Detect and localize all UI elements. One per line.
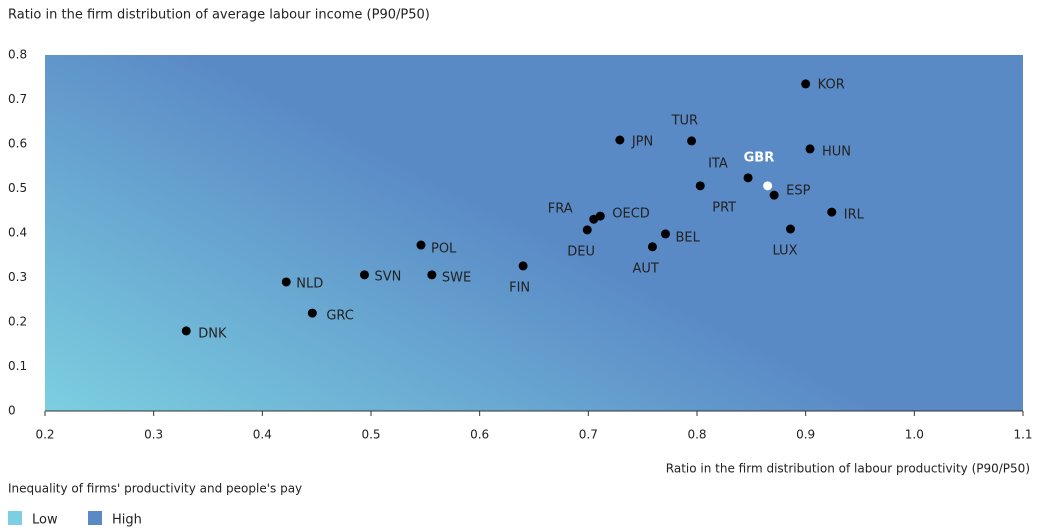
point [805,144,815,154]
plot-background [45,55,1023,411]
y-tick-label: 0.1 [8,359,27,373]
x-tick-label: 1.1 [1013,428,1032,442]
point-label: BEL [675,230,700,245]
y-tick-label: 0 [8,404,16,418]
point [181,326,191,336]
point [359,270,369,280]
x-tick-label: 0.2 [35,428,54,442]
point-label: GRC [326,309,354,324]
point-label: SWE [442,270,471,285]
point [281,277,291,287]
chart-title: Ratio in the firm distribution of averag… [8,8,430,23]
y-tick-label: 0.2 [8,315,27,329]
y-tick-label: 0.3 [8,270,27,284]
point [647,242,657,252]
legend-label: Low [32,513,58,528]
legend-swatch [8,511,22,525]
legend-label: High [112,513,142,528]
y-tick-label: 0.6 [8,137,27,151]
point-label: DNK [198,326,227,341]
point [307,308,317,318]
point [595,211,605,221]
x-tick-label: 0.4 [253,428,272,442]
point [801,79,811,89]
point-label: HUN [822,144,851,159]
point-label: AUT [632,261,658,276]
point-label: GBR [744,150,775,165]
point [518,261,528,271]
point [769,190,779,200]
point-label: ESP [786,184,810,199]
x-tick-label: 0.8 [687,428,706,442]
point [416,240,426,250]
y-tick-label: 0.8 [8,48,27,62]
x-tick-label: 0.5 [361,428,380,442]
x-tick-label: 0.6 [470,428,489,442]
legend-swatch [88,511,102,525]
y-tick-label: 0.4 [8,226,27,240]
point-label: POL [431,242,457,257]
point [785,224,795,234]
point-label: NLD [296,276,323,291]
point-label: IRL [844,208,865,223]
point-label: KOR [818,77,845,92]
x-tick-label: 0.7 [579,428,598,442]
x-tick-label: 1.0 [905,428,924,442]
point [743,173,753,183]
point-label: FRA [548,202,573,217]
point-label: TUR [671,113,699,128]
point [827,207,837,217]
x-tick-label: 0.9 [796,428,815,442]
point-label: SVN [374,269,401,284]
y-tick-label: 0.7 [8,92,27,106]
y-tick-label: 0.5 [8,181,27,195]
legend-title: Inequality of firms' productivity and pe… [8,482,302,496]
point [582,225,592,235]
point-label: PRT [712,200,736,215]
point [695,181,705,191]
x-axis-label: Ratio in the firm distribution of labour… [666,462,1030,476]
point-label: ITA [708,156,728,171]
point-label: OECD [612,207,650,222]
point-label: LUX [772,243,797,258]
point-label: DEU [567,244,595,259]
point [615,135,625,145]
point [427,270,437,280]
point [660,229,670,239]
point [763,181,773,191]
x-tick-label: 0.3 [144,428,163,442]
point [687,136,697,146]
point-label: JPN [631,134,653,149]
point-label: FIN [509,280,530,295]
